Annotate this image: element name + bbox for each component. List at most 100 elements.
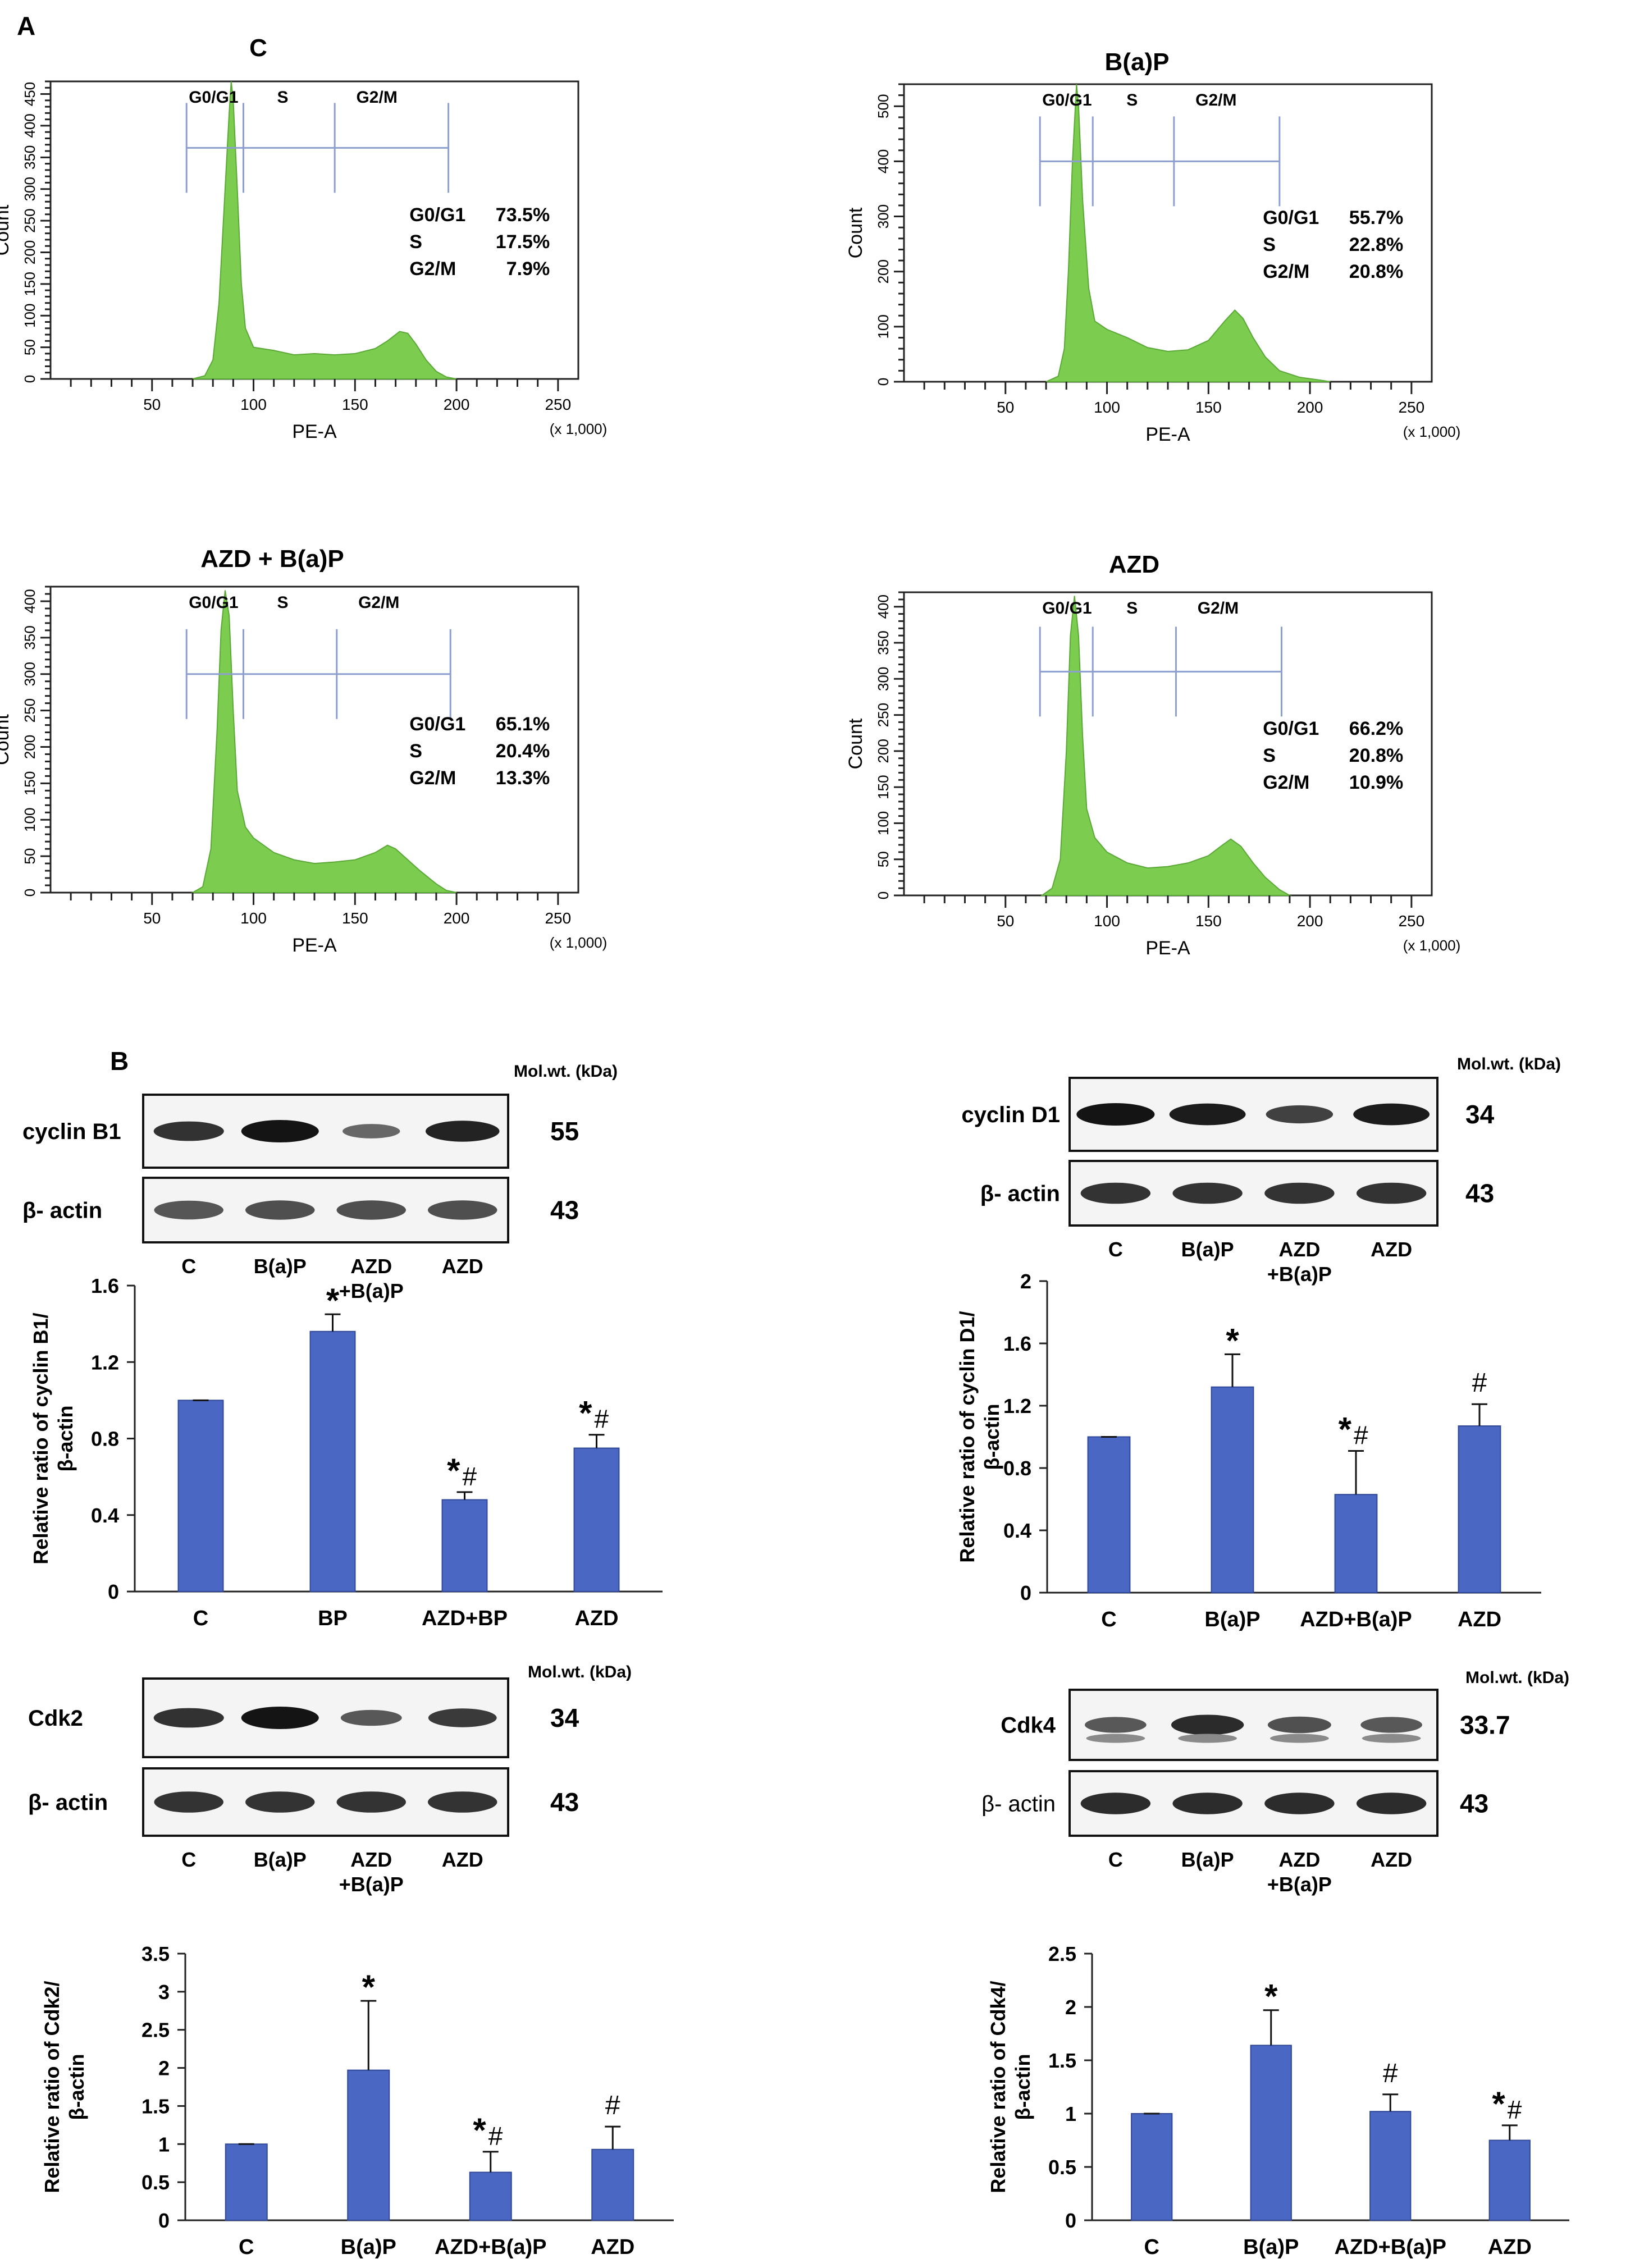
y-tick-label: 400 xyxy=(21,589,38,613)
lane-label: B(a)P xyxy=(1181,1238,1234,1261)
significance-star: * xyxy=(362,1968,376,2006)
x-axis-label: PE-A xyxy=(292,421,337,442)
stat-value: 22.8% xyxy=(1349,234,1403,255)
protein-band xyxy=(428,1708,497,1727)
protein-band xyxy=(153,1121,224,1141)
dna-content-histogram xyxy=(192,81,457,379)
bar-azd xyxy=(573,1447,620,1592)
histogram-panel-2: B(a)P G0/G1 S G2/M G0/G1 55.7% S 22.8% G2/M 20.8%… xyxy=(845,48,1460,445)
protein-band xyxy=(425,1121,500,1142)
y-tick-label: 350 xyxy=(875,630,892,655)
lane-label: AZD xyxy=(1278,1238,1320,1261)
y-tick-label: 150 xyxy=(875,775,892,799)
gate-label-g2-m: G2/M xyxy=(1195,91,1236,109)
x-category-label: C xyxy=(1144,2235,1159,2259)
stat-value: 20.8% xyxy=(1349,261,1403,282)
y-tick-label: 50 xyxy=(21,339,38,355)
lane-label: AZD xyxy=(1371,1848,1412,1871)
y-tick-label: 0 xyxy=(21,375,38,383)
y-tick-label: 100 xyxy=(875,811,892,835)
x-scale-note: (x 1,000) xyxy=(550,420,608,437)
lane-label: B(a)P xyxy=(254,1255,307,1278)
gate-label-s: S xyxy=(1126,91,1138,109)
stat-label: S xyxy=(1263,234,1276,255)
y-tick-label: 2 xyxy=(1020,1270,1031,1293)
y-axis-label-line2: β-actin xyxy=(65,2054,88,2120)
western-blot-2: Mol.wt. (kDa) cyclin D1 β- actin 34 43 C B(a)P… xyxy=(961,1055,1561,1286)
x-tick-label: 200 xyxy=(1297,912,1323,930)
actin-name-label: β- actin xyxy=(28,1790,108,1815)
mol-weight-header: Mol.wt. (kDa) xyxy=(1457,1055,1561,1073)
stat-label: G0/G1 xyxy=(409,204,465,226)
stat-value: 10.9% xyxy=(1349,772,1403,793)
actin-band xyxy=(1264,1182,1335,1204)
bar-c xyxy=(177,1400,224,1592)
x-category-label: B(a)P xyxy=(1204,1608,1260,1631)
actin-band xyxy=(1172,1182,1243,1204)
actin-name-label: β- actin xyxy=(980,1182,1060,1206)
actin-band xyxy=(1356,1182,1427,1204)
plot-frame xyxy=(903,83,1433,383)
gate-label-g0-g1: G0/G1 xyxy=(1042,599,1092,618)
x-category-label: B(a)P xyxy=(1243,2235,1299,2259)
y-tick-label: 400 xyxy=(21,113,38,138)
y-tick-label: 300 xyxy=(21,662,38,686)
x-category-label: AZD xyxy=(1458,1608,1501,1631)
stat-value: 65.1% xyxy=(496,714,550,735)
protein-band xyxy=(1266,1105,1334,1124)
plot-frame xyxy=(49,586,579,894)
y-tick-label: 250 xyxy=(21,698,38,723)
x-tick-label: 250 xyxy=(545,909,571,927)
y-axis-label: Count xyxy=(0,714,13,765)
bar-c xyxy=(1131,2113,1173,2221)
significance-star: * xyxy=(1226,1322,1239,1359)
y-tick-label: 200 xyxy=(875,739,892,763)
y-tick-label: 2.5 xyxy=(1048,1942,1076,1965)
actin-band xyxy=(1080,1793,1151,1814)
gate-label-g0-g1: G0/G1 xyxy=(1042,91,1092,109)
significance-hash: # xyxy=(595,1405,609,1434)
x-tick-label: 100 xyxy=(1094,399,1120,416)
protein-band xyxy=(1360,1717,1422,1733)
lane-label: C xyxy=(1108,1848,1123,1871)
y-tick-label: 0 xyxy=(1065,2209,1076,2232)
y-tick-label: 150 xyxy=(21,272,38,296)
lane-label: AZD xyxy=(1371,1238,1412,1261)
bar-azd-bp xyxy=(441,1499,488,1592)
bar-chart-2: 0 0.4 0.8 1.2 1.6 2 Relative ratio of cyclin D… xyxy=(956,1270,1541,1631)
y-tick-label: 50 xyxy=(875,851,892,867)
mol-weight-header: Mol.wt. (kDa) xyxy=(514,1062,618,1081)
stat-label: G0/G1 xyxy=(409,714,465,735)
y-axis-label-line2: β-actin xyxy=(980,1404,1003,1470)
gate-label-s: S xyxy=(277,593,288,612)
dna-content-histogram xyxy=(1045,84,1331,382)
gate-label-s: S xyxy=(1126,599,1138,618)
protein-band-lower xyxy=(1178,1734,1237,1743)
y-tick-label: 2 xyxy=(158,2057,170,2080)
bar-chart-4: 0 0.5 1 1.5 2 2.5 Relative ratio of Cdk4/β-act… xyxy=(987,1942,1569,2259)
stat-label: S xyxy=(1263,745,1276,766)
actin-name-label: β- actin xyxy=(981,1792,1056,1817)
actin-band xyxy=(245,1791,315,1813)
x-tick-label: 250 xyxy=(1398,912,1424,930)
stat-label: S xyxy=(409,231,422,253)
y-tick-label: 0.5 xyxy=(141,2171,170,2194)
y-tick-label: 300 xyxy=(875,204,892,228)
dna-content-histogram xyxy=(1040,596,1292,896)
x-tick-label: 100 xyxy=(1094,912,1120,930)
y-axis-label-line1: Relative ratio of cyclin B1/ xyxy=(29,1313,52,1564)
protein-band xyxy=(241,1120,319,1142)
x-category-label: C xyxy=(239,2235,254,2259)
histogram-title: B(a)P xyxy=(1105,48,1170,76)
protein-name-label: cyclin B1 xyxy=(22,1119,121,1144)
y-tick-label: 1 xyxy=(158,2133,170,2156)
actin-band xyxy=(428,1200,497,1220)
x-tick-label: 150 xyxy=(1195,399,1222,416)
x-category-label: AZD+B(a)P xyxy=(435,2235,547,2259)
actin-band xyxy=(154,1791,223,1813)
histogram-title: AZD xyxy=(1109,551,1159,578)
histogram-panel-1: C G0/G1 S G2/M G0/G1 73.5% S 17.5% G2/M 7.9% 50 100… xyxy=(0,34,607,442)
gate-label-g0-g1: G0/G1 xyxy=(189,88,238,107)
y-tick-label: 0 xyxy=(1020,1581,1031,1604)
